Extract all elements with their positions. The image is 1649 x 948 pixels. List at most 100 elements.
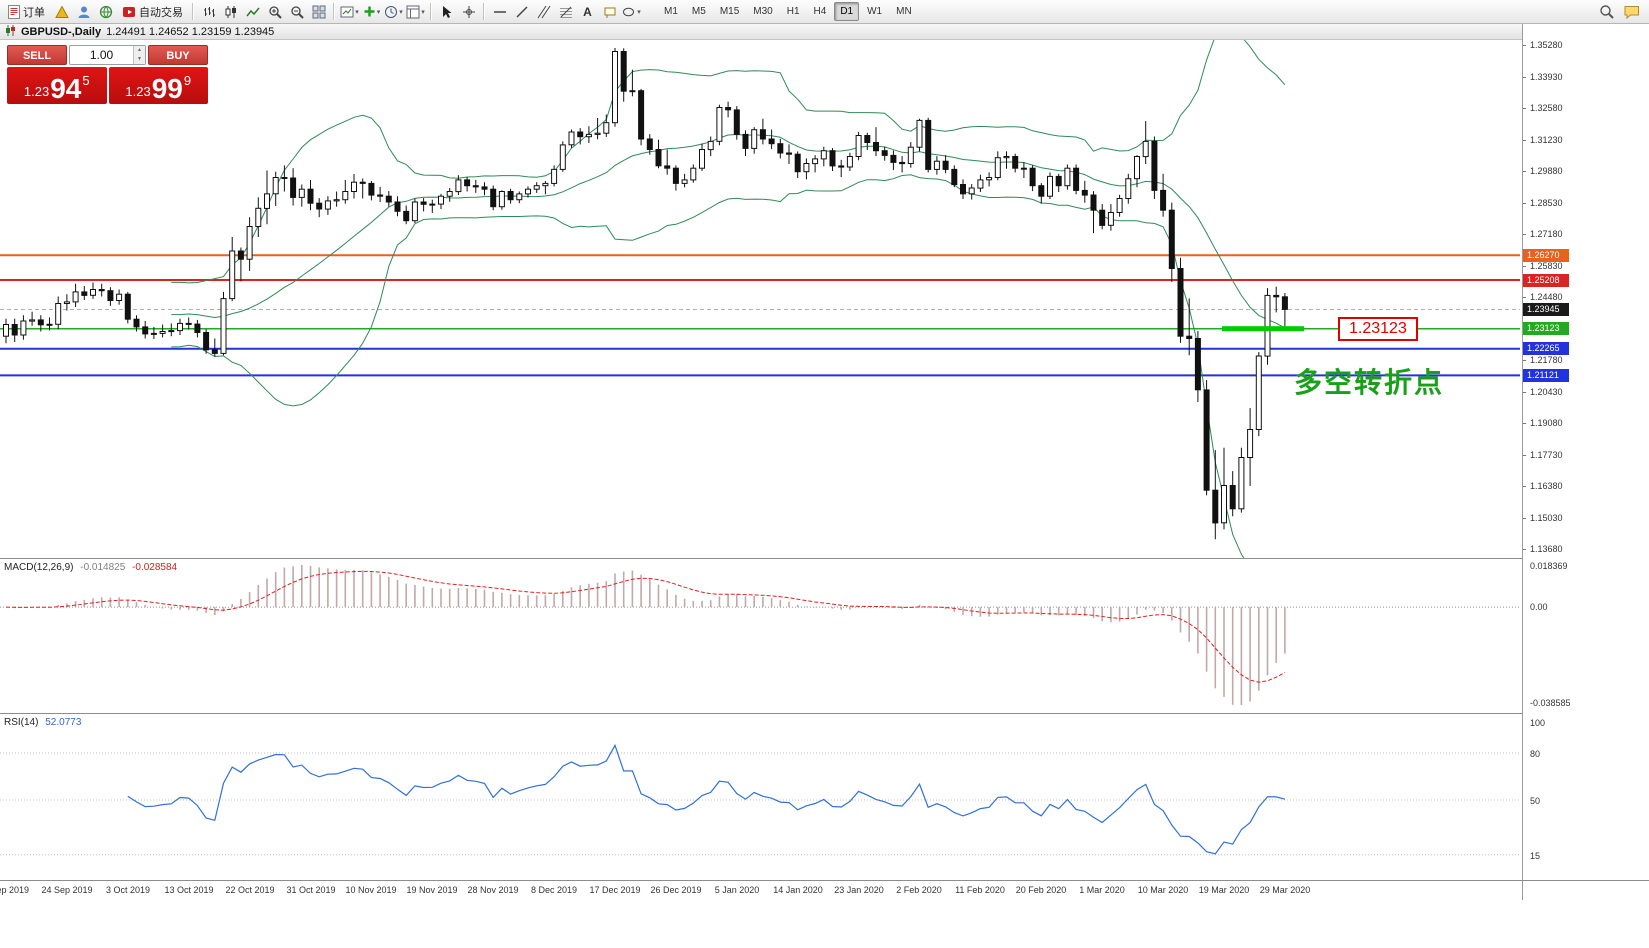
- price-badge: 1.23945: [1523, 303, 1569, 316]
- channel-tool-icon[interactable]: [533, 2, 554, 22]
- timeframe-toolbar: M1 M5 M15 M30 H1 H4 D1 W1 MN: [657, 2, 919, 21]
- sell-price-display[interactable]: 1.23 94 5: [7, 67, 107, 104]
- bar-chart-icon[interactable]: [198, 2, 219, 22]
- axis-tick: [1523, 45, 1526, 46]
- buy-price-sup: 9: [183, 73, 192, 88]
- price-badge: 1.26270: [1523, 248, 1569, 262]
- timeframe-button-mn[interactable]: MN: [896, 6, 912, 17]
- indicators-icon[interactable]: ▾: [361, 2, 382, 22]
- new-order-button[interactable]: 订单: [3, 1, 50, 23]
- date-label: 23 Jan 2020: [834, 885, 884, 895]
- main-toolbar: 订单 自动交易 ▾ ▾ ▾ ▾ A ▾ M1 M5 M15 M30 H1 H4 D1 W1 MN: [0, 0, 1649, 24]
- expert-advisor-icon[interactable]: [51, 2, 72, 22]
- fibonacci-tool-icon[interactable]: [555, 2, 576, 22]
- macd-signal-value: -0.028584: [132, 562, 178, 573]
- turning-point-note[interactable]: 多空转折点: [1294, 368, 1445, 399]
- price-tick-label: 1.21780: [1530, 355, 1563, 365]
- date-label: 5 Jan 2020: [714, 885, 760, 895]
- timeframe-button-h4[interactable]: H4: [813, 6, 827, 17]
- label-tool-icon[interactable]: [599, 2, 620, 22]
- macd-panel[interactable]: [0, 559, 1522, 713]
- timeframe-button-w1[interactable]: W1: [867, 6, 883, 17]
- price-tick-label: 1.15030: [1530, 512, 1563, 523]
- rsi-scale-label: 100: [1530, 717, 1546, 728]
- support-price-annotation[interactable]: 1.23123: [1338, 317, 1418, 341]
- profile-icon[interactable]: [73, 2, 94, 22]
- volume-input[interactable]: 1.00 ▲ ▼: [69, 45, 146, 65]
- date-label: 3 Oct 2019: [105, 885, 151, 895]
- price-axis[interactable]: 1.35280 1.33930 1.32580 1.31230 1.29880 1.285…: [1522, 24, 1649, 900]
- candlestick-chart-icon[interactable]: [220, 2, 241, 22]
- chart-title-bar: GBPUSD-,Daily 1.24491 1.24652 1.23159 1.…: [0, 24, 1649, 40]
- cursor-icon[interactable]: [436, 2, 457, 22]
- crosshair-icon[interactable]: [458, 2, 479, 22]
- price-badge: 1.25208: [1523, 273, 1569, 287]
- rsi-scale-label: 80: [1530, 749, 1541, 759]
- axis-tick: [1523, 139, 1526, 141]
- price-tick-label: 1.25830: [1530, 260, 1563, 271]
- panel-separator: [0, 713, 1649, 714]
- chat-icon[interactable]: [1621, 2, 1642, 22]
- sell-button[interactable]: SELL: [7, 45, 67, 65]
- axis-tick: [1523, 297, 1526, 298]
- macd-scale-zero: 0.00: [1530, 602, 1548, 613]
- date-label: 19 Nov 2019: [406, 885, 458, 895]
- zoom-in-icon[interactable]: [264, 2, 285, 22]
- timeframe-button-h1[interactable]: H1: [786, 6, 800, 17]
- price-chart-area[interactable]: SELL 1.00 ▲ ▼ BUY 1.23 94 5 1.23 99 9 1.23123…: [0, 40, 1522, 558]
- panel-separator: [0, 880, 1649, 881]
- price-tick-label: 1.16380: [1530, 481, 1563, 491]
- axis-tick: [1523, 391, 1526, 393]
- toolbar-right-group: [1596, 2, 1646, 22]
- new-chart-icon[interactable]: ▾: [339, 2, 360, 22]
- timeframe-button-m1[interactable]: M1: [664, 6, 678, 17]
- timeframe-button-m30[interactable]: M30: [753, 6, 773, 17]
- rsi-label: RSI(14) 52.0773: [4, 717, 81, 728]
- periods-icon[interactable]: ▾: [383, 2, 404, 22]
- trendline-tool-icon[interactable]: [511, 2, 532, 22]
- price-tick-label: 1.27180: [1530, 229, 1563, 239]
- spinner-up-icon[interactable]: ▲: [134, 46, 145, 55]
- time-axis[interactable]: 5 Sep 2019 24 Sep 2019 3 Oct 2019 13 Oct 20…: [0, 881, 1522, 900]
- one-click-trading-panel: SELL 1.00 ▲ ▼ BUY 1.23 94 5 1.23 99 9: [7, 45, 208, 104]
- timeframe-button-m5[interactable]: M5: [691, 6, 706, 17]
- tile-windows-icon[interactable]: [308, 2, 329, 22]
- text-tool-icon[interactable]: A: [583, 4, 592, 19]
- zoom-out-icon[interactable]: [286, 2, 307, 22]
- spinner-down-icon[interactable]: ▼: [134, 55, 145, 64]
- buy-price-display[interactable]: 1.23 99 9: [108, 67, 208, 104]
- price-badge: 1.22265: [1523, 342, 1569, 356]
- date-label: 20 Feb 2020: [1015, 885, 1067, 895]
- autotrading-button[interactable]: 自动交易: [117, 1, 188, 23]
- axis-tick: [1523, 76, 1526, 78]
- autotrading-label: 自动交易: [139, 6, 183, 19]
- price-tick-label: 1.31230: [1530, 134, 1563, 145]
- axis-tick: [1523, 234, 1526, 235]
- date-label: 22 Oct 2019: [225, 885, 275, 895]
- autotrading-icon: [122, 5, 136, 19]
- axis-tick: [1523, 549, 1526, 550]
- axis-tick: [1523, 360, 1526, 361]
- date-label: 19 Mar 2020: [1198, 885, 1250, 895]
- axis-tick: [1523, 486, 1526, 487]
- new-order-label: 订单: [23, 6, 45, 19]
- price-tick-label: 1.35280: [1530, 40, 1563, 50]
- price-tick-label: 1.20430: [1530, 386, 1563, 397]
- rsi-panel[interactable]: [0, 714, 1522, 880]
- templates-icon[interactable]: ▾: [405, 2, 426, 22]
- horizontal-line-tool-icon[interactable]: [489, 2, 510, 22]
- search-icon[interactable]: [1596, 2, 1617, 22]
- buy-price-big: 99: [151, 73, 183, 104]
- timeframe-button-d1[interactable]: D1: [834, 2, 860, 21]
- shapes-tool-icon[interactable]: ▾: [621, 2, 642, 22]
- buy-button[interactable]: BUY: [148, 45, 208, 65]
- community-icon[interactable]: [95, 2, 116, 22]
- volume-spinner[interactable]: ▲ ▼: [133, 46, 145, 64]
- date-label: 10 Nov 2019: [345, 885, 397, 895]
- macd-scale-max: 0.018369: [1530, 561, 1568, 571]
- date-label: 24 Sep 2019: [41, 885, 93, 895]
- axis-tick: [1523, 423, 1526, 424]
- line-chart-icon[interactable]: [242, 2, 263, 22]
- axis-tick: [1523, 265, 1526, 267]
- timeframe-button-m15[interactable]: M15: [719, 6, 740, 17]
